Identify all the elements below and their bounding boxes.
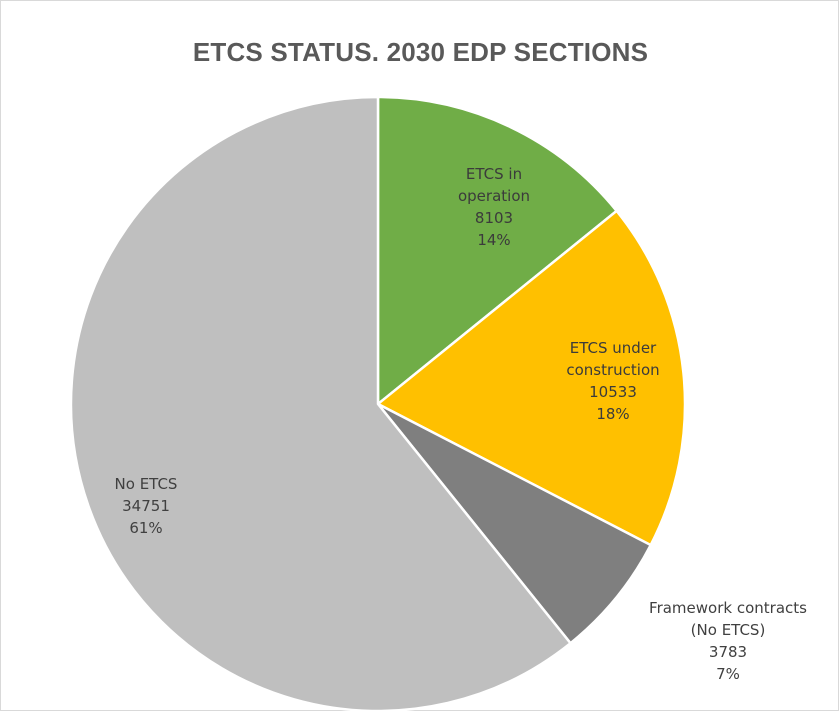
pie-slice-operation — [376, 95, 618, 406]
label-line: operation — [458, 187, 530, 205]
label-line: construction — [566, 361, 659, 379]
pie-slice-framework-contracts — [376, 402, 652, 645]
data-label-operation: ETCS in operation 8103 14% — [458, 165, 530, 249]
value-label: 34751 — [122, 497, 170, 515]
percent-label: 61% — [129, 519, 162, 537]
label-line: Framework contracts — [649, 599, 807, 617]
data-label-under-construction: ETCS under construction 10533 18% — [566, 339, 659, 423]
percent-label: 18% — [596, 405, 629, 423]
label-line: No ETCS — [115, 475, 178, 493]
chart-title: ETCS STATUS. 2030 EDP SECTIONS — [192, 37, 649, 67]
value-label: 8103 — [475, 209, 513, 227]
pie-slice-no-etcs — [69, 95, 572, 712]
value-label: 10533 — [589, 383, 637, 401]
label-line: ETCS in — [466, 165, 522, 183]
pie-slice-under-construction — [376, 209, 687, 547]
label-line: (No ETCS) — [691, 621, 766, 639]
percent-label: 14% — [477, 231, 510, 249]
data-label-no-etcs: No ETCS 34751 61% — [115, 475, 178, 537]
data-label-framework-contracts: Framework contracts (No ETCS) 3783 7% — [649, 599, 807, 683]
percent-label: 7% — [716, 665, 740, 683]
label-line: ETCS under — [570, 339, 657, 357]
value-label: 3783 — [709, 643, 747, 661]
